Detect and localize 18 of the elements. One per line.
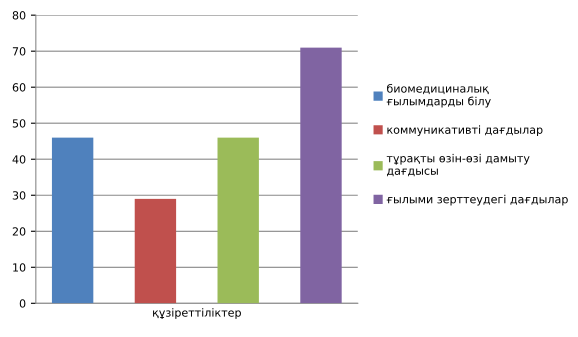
y-tick-label: 50 bbox=[12, 119, 26, 128]
y-tick-label: 80 bbox=[12, 11, 26, 20]
legend-label: коммуникативті дағдылар bbox=[387, 125, 542, 136]
legend-label: биомедициналық ғылымдарды білу bbox=[386, 84, 491, 108]
legend-label: тұрақты өзін-өзі дамыту дағдысы bbox=[386, 154, 530, 176]
y-tick-label: 10 bbox=[13, 263, 26, 272]
bar bbox=[134, 198, 176, 304]
y-tick-label: 20 bbox=[12, 227, 26, 236]
x-tick-label: құзіреттіліктер bbox=[153, 308, 241, 319]
y-tick-label: 70 bbox=[12, 47, 26, 56]
y-tick-label: 60 bbox=[12, 83, 26, 92]
y-tick-label: 0 bbox=[20, 299, 26, 308]
y-tick-label: 40 bbox=[12, 155, 26, 164]
bar bbox=[52, 138, 94, 304]
bar bbox=[300, 48, 342, 304]
y-tick-label: 30 bbox=[12, 191, 26, 200]
legend-label: ғылыми зерттеудегі дағдылар bbox=[386, 194, 568, 206]
bar bbox=[218, 138, 259, 304]
